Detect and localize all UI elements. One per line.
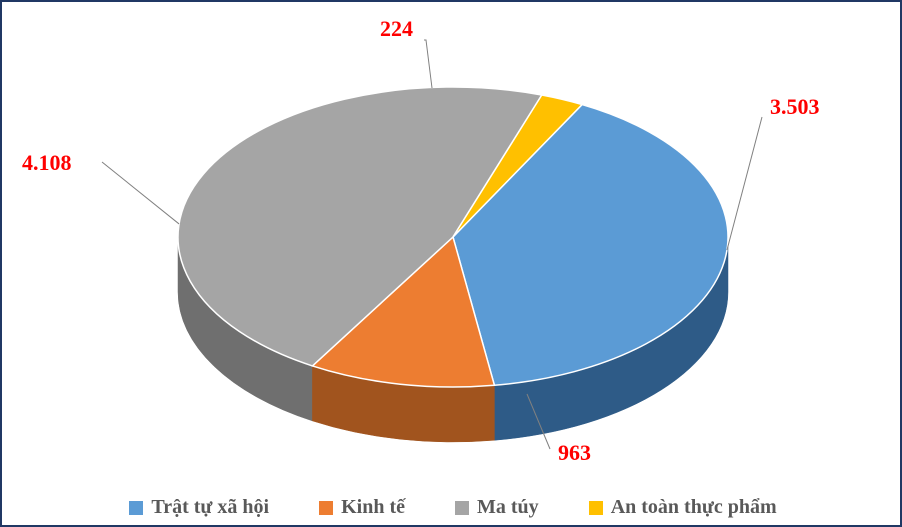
legend: Trật tự xã hội Kinh tế Ma túy An toàn thực … (2, 496, 902, 519)
data-label-kinh_te: 963 (558, 440, 591, 466)
leader-ma_tuy (102, 162, 179, 224)
legend-item-an_toan_tp: An toàn thực phẩm (589, 496, 777, 519)
legend-label: An toàn thực phẩm (611, 496, 777, 519)
leader-trat_tu_xa_hoi (727, 117, 762, 250)
pie-svg (2, 2, 902, 472)
legend-label: Kinh tế (341, 496, 405, 519)
legend-item-kinh_te: Kinh tế (319, 496, 405, 519)
legend-item-trat_tu_xa_hoi: Trật tự xã hội (129, 496, 269, 519)
chart-frame: 3.503 963 4.108 224 Trật tự xã hội Kinh tế Ma… (0, 0, 902, 527)
legend-swatch (455, 501, 469, 515)
data-label-trat_tu_xa_hoi: 3.503 (770, 94, 820, 120)
legend-label: Ma túy (477, 496, 539, 519)
legend-swatch (319, 501, 333, 515)
legend-swatch (589, 501, 603, 515)
legend-label: Trật tự xã hội (151, 496, 269, 519)
legend-swatch (129, 501, 143, 515)
legend-item-ma_tuy: Ma túy (455, 496, 539, 519)
leader-an_toan_tp (424, 40, 432, 88)
data-label-an_toan_tp: 224 (380, 16, 413, 42)
data-label-ma_tuy: 4.108 (22, 150, 72, 176)
pie-chart: 3.503 963 4.108 224 (2, 2, 902, 472)
